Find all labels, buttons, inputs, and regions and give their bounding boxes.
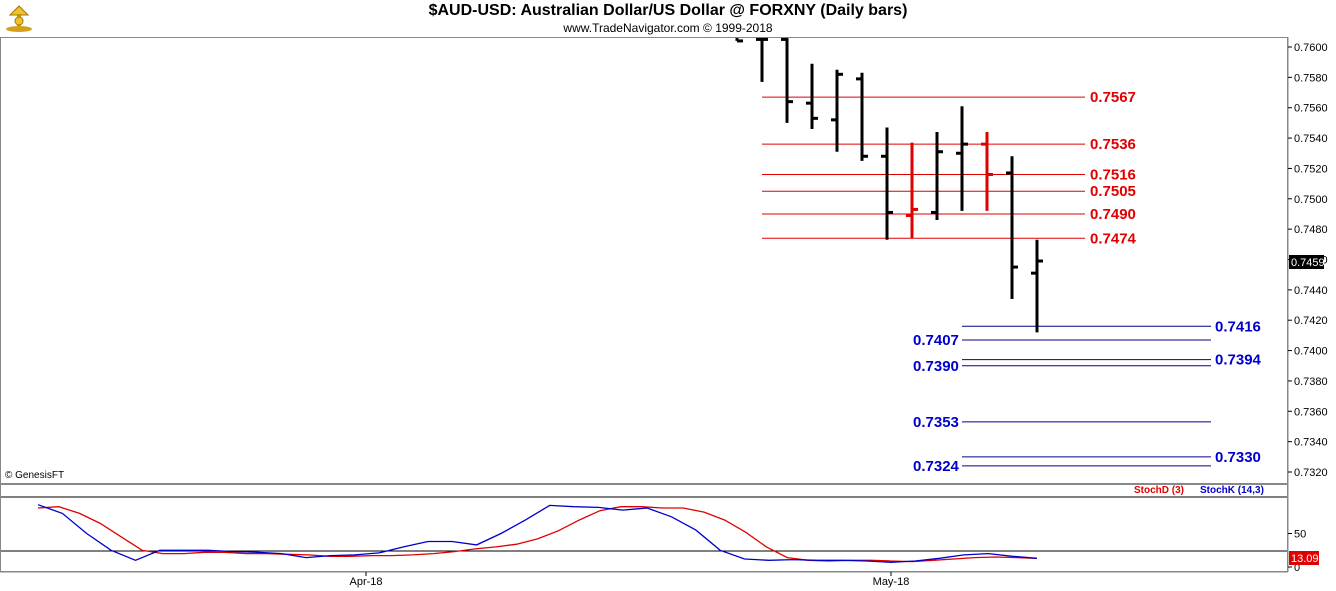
stoch-tick-label: 50: [1294, 529, 1306, 541]
ohlc-bar: [956, 106, 968, 211]
price-tick-label: 0.7400: [1294, 346, 1328, 358]
price-tick-label: 0.7540: [1294, 133, 1328, 145]
price-tick-label: 0.7320: [1294, 467, 1328, 479]
stoch-axis-ticks: 50 0: [1288, 529, 1306, 574]
price-tick-label: 0.7420: [1294, 315, 1328, 327]
ohlc-bar: [1031, 239, 1043, 333]
price-tick-label: 0.7480: [1294, 224, 1328, 236]
stoch-lines: [37, 504, 1038, 563]
resistance-label: 0.7490: [1090, 206, 1136, 223]
stoch-d-legend: StochD (3): [1134, 485, 1184, 496]
price-tick-label: 0.7340: [1294, 437, 1328, 449]
time-tick-label: May-18: [873, 576, 910, 588]
chart-subtitle: www.TradeNavigator.com © 1999-2018: [563, 21, 773, 35]
support-label: 0.7390: [913, 358, 959, 375]
price-tick-label: 0.7360: [1294, 406, 1328, 418]
resistance-label: 0.7567: [1090, 89, 1136, 106]
price-tick-label: 0.7500: [1294, 194, 1328, 206]
stoch-panel-frame: [0, 484, 1288, 572]
price-axis-ticks: 0.7600 0.7580 0.7560 0.7540 0.7520 0.7500 0.74…: [1288, 42, 1328, 479]
logo-icon: [6, 5, 32, 32]
ohlc-bar: [981, 132, 993, 211]
support-label: 0.7324: [913, 458, 960, 475]
price-panel-frame: [0, 37, 1288, 484]
support-label: 0.7330: [1215, 449, 1261, 466]
ohlc-bar: [881, 127, 893, 240]
price-tick-label: 0.7380: [1294, 376, 1328, 388]
ohlc-bar: [831, 69, 843, 152]
stoch-last-value-marker: 13.09: [1289, 551, 1319, 565]
ohlc-bar: [756, 37, 768, 82]
ohlc-bar: [906, 142, 918, 239]
stoch-tick-label: 0: [1294, 562, 1300, 574]
support-label: 0.7353: [913, 414, 959, 431]
stoch-k-legend: StochK (14,3): [1200, 485, 1264, 496]
time-axis-ticks: Apr-18 May-18: [349, 572, 909, 588]
chart-header: $AUD-USD: Australian Dollar/US Dollar @ …: [0, 0, 1336, 37]
resistance-label: 0.7474: [1090, 230, 1137, 247]
resistance-label: 0.7505: [1090, 183, 1136, 200]
support-label: 0.7416: [1215, 318, 1261, 335]
ohlc-bar: [1006, 156, 1018, 299]
support-label: 0.7407: [913, 332, 959, 349]
time-tick-label: Apr-18: [349, 576, 382, 588]
support-label: 0.7394: [1215, 352, 1262, 369]
ohlc-bar: [781, 37, 793, 123]
ohlc-bar: [806, 63, 818, 129]
ohlc-bars: [731, 33, 1043, 333]
price-tick-label: 0.7440: [1294, 285, 1328, 297]
stoch-d-line: [37, 506, 1038, 563]
stoch-k-line: [37, 504, 1038, 563]
stoch-last-value-label: 13.09: [1291, 553, 1319, 565]
resistance-label: 0.7536: [1090, 136, 1136, 153]
last-price-label: 0.7459: [1291, 257, 1325, 269]
ohlc-bar: [931, 132, 943, 221]
copyright-label: © GenesisFT: [5, 470, 64, 481]
price-tick-label: 0.7520: [1294, 163, 1328, 175]
price-tick-label: 0.7580: [1294, 72, 1328, 84]
resistance-label: 0.7516: [1090, 167, 1136, 184]
ohlc-bar: [856, 72, 868, 161]
chart-title: $AUD-USD: Australian Dollar/US Dollar @ …: [428, 2, 908, 19]
price-tick-label: 0.7600: [1294, 42, 1328, 54]
price-tick-label: 0.7560: [1294, 103, 1328, 115]
last-price-marker: 0.7459: [1289, 255, 1325, 269]
